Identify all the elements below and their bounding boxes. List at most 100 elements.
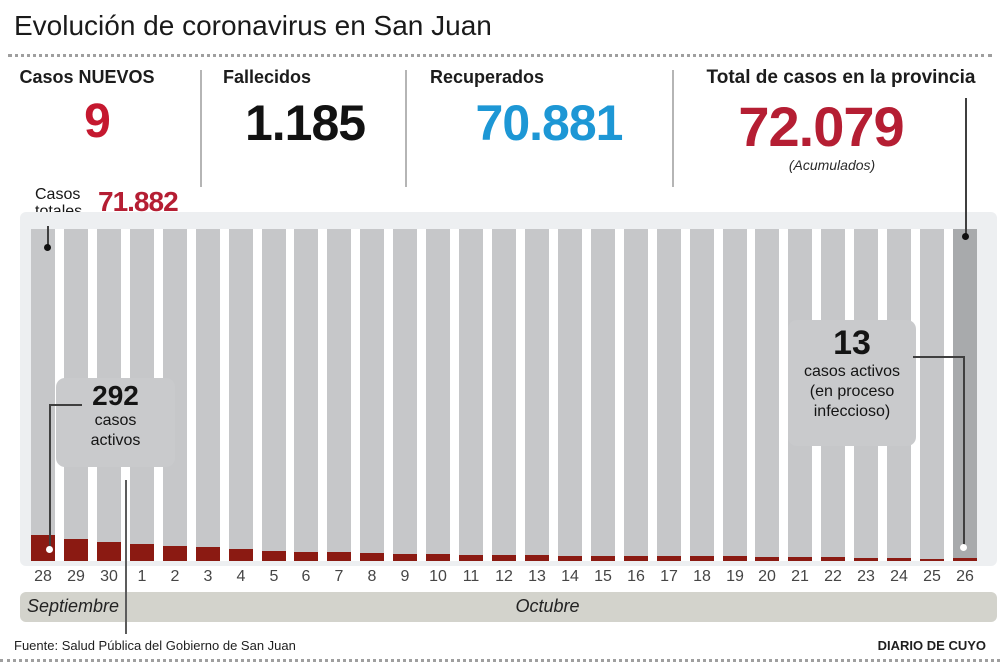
leader-line <box>49 404 82 406</box>
active-cases-bar <box>360 553 384 561</box>
top-dotted-divider <box>8 54 992 57</box>
total-cases-bar <box>229 229 253 561</box>
active-cases-bar <box>525 555 549 561</box>
day-tick-label: 13 <box>528 568 546 585</box>
total-cases-bar <box>920 229 944 561</box>
leader-dot <box>46 546 53 553</box>
active-cases-bar <box>64 539 88 561</box>
active-cases-bar <box>294 552 318 561</box>
bottom-dotted-divider <box>0 659 1000 662</box>
stat-value-recovered: 70.881 <box>475 95 624 151</box>
stat-divider <box>200 70 202 187</box>
source-credit: Fuente: Salud Pública del Gobierno de Sa… <box>14 638 296 653</box>
active-cases-bar <box>821 557 845 561</box>
total-cases-bar <box>657 229 681 561</box>
active-cases-bar <box>591 556 615 561</box>
stat-value-total: 72.079 <box>738 95 904 158</box>
active-cases-bar <box>97 542 121 561</box>
active-cases-bar <box>657 556 681 561</box>
day-tick-label: 29 <box>67 568 85 585</box>
annotation-active-start: 292 casos activos <box>56 378 175 467</box>
total-cases-bar <box>196 229 220 561</box>
day-tick-label: 30 <box>100 568 118 585</box>
month-boundary-line <box>125 480 127 634</box>
day-tick-label: 20 <box>758 568 776 585</box>
active-cases-bar <box>788 557 812 561</box>
total-cases-bar <box>262 229 286 561</box>
active-cases-bar <box>262 551 286 561</box>
annotation-value: 292 <box>92 380 139 411</box>
total-cases-bar <box>459 229 483 561</box>
leader-line <box>913 356 965 358</box>
total-cases-bar <box>755 229 779 561</box>
active-cases-bar <box>196 547 220 561</box>
total-cases-bar <box>558 229 582 561</box>
leader-line <box>963 356 965 546</box>
day-tick-label: 21 <box>791 568 809 585</box>
leader-line <box>49 404 51 550</box>
total-cases-bar <box>294 229 318 561</box>
total-cases-bar <box>723 229 747 561</box>
active-cases-bar <box>426 554 450 561</box>
day-tick-label: 22 <box>824 568 842 585</box>
total-cases-bar <box>624 229 648 561</box>
total-cases-bar <box>426 229 450 561</box>
stat-value-new-cases: 9 <box>84 95 111 148</box>
annotation-value: 13 <box>833 324 871 362</box>
day-tick-label: 11 <box>462 568 480 585</box>
month-label-september: Septiembre <box>26 596 120 616</box>
active-cases-bar <box>723 556 747 561</box>
day-tick-label: 19 <box>726 568 744 585</box>
casos-totales-value: 71.882 <box>98 186 179 217</box>
total-cases-bar <box>31 229 55 561</box>
active-cases-bar <box>130 544 154 561</box>
day-tick-label: 18 <box>693 568 711 585</box>
leader-line <box>47 226 49 247</box>
total-cases-bar <box>492 229 516 561</box>
total-cases-bar <box>393 229 417 561</box>
day-tick-label: 9 <box>400 568 410 585</box>
leader-dot <box>44 244 51 251</box>
day-tick-label: 15 <box>594 568 612 585</box>
day-tick-label: 7 <box>334 568 344 585</box>
active-cases-bar <box>624 556 648 561</box>
page-title: Evolución de coronavirus en San Juan <box>14 10 492 41</box>
total-cases-bar <box>591 229 615 561</box>
day-tick-label: 3 <box>203 568 213 585</box>
day-tick-label: 24 <box>890 568 908 585</box>
active-cases-bar <box>492 555 516 561</box>
total-cases-bar <box>690 229 714 561</box>
day-tick-label: 1 <box>137 568 147 585</box>
active-cases-bar <box>163 546 187 561</box>
stat-label-new-cases: Casos NUEVOS <box>19 67 155 87</box>
day-tick-label: 6 <box>301 568 311 585</box>
stat-label-deaths: Fallecidos <box>222 67 312 87</box>
day-tick-label: 26 <box>956 568 974 585</box>
leader-dot <box>962 233 969 240</box>
total-cases-bar <box>327 229 351 561</box>
day-tick-label: 8 <box>367 568 377 585</box>
active-cases-bar <box>953 558 977 561</box>
day-tick-label: 5 <box>269 568 279 585</box>
stat-value-deaths: 1.185 <box>244 95 366 151</box>
day-tick-label: 25 <box>923 568 941 585</box>
active-cases-bar <box>854 558 878 561</box>
total-cases-bar <box>953 229 977 561</box>
total-cases-bar <box>360 229 384 561</box>
active-cases-bar <box>690 556 714 561</box>
stat-note-accumulated: (Acumulados) <box>788 157 876 173</box>
day-tick-label: 14 <box>561 568 579 585</box>
stat-label-recovered: Recuperados <box>429 67 545 87</box>
annotation-active-end: 13 casos activos (en proceso infeccioso) <box>788 320 916 446</box>
total-cases-bar <box>525 229 549 561</box>
day-tick-label: 2 <box>170 568 180 585</box>
active-cases-bar <box>459 555 483 561</box>
stat-divider <box>672 70 674 187</box>
active-cases-bar <box>393 554 417 561</box>
day-tick-label: 12 <box>495 568 513 585</box>
leader-line <box>965 98 967 235</box>
active-cases-bar <box>558 556 582 561</box>
active-cases-bar <box>755 557 779 561</box>
active-cases-bar <box>887 558 911 561</box>
